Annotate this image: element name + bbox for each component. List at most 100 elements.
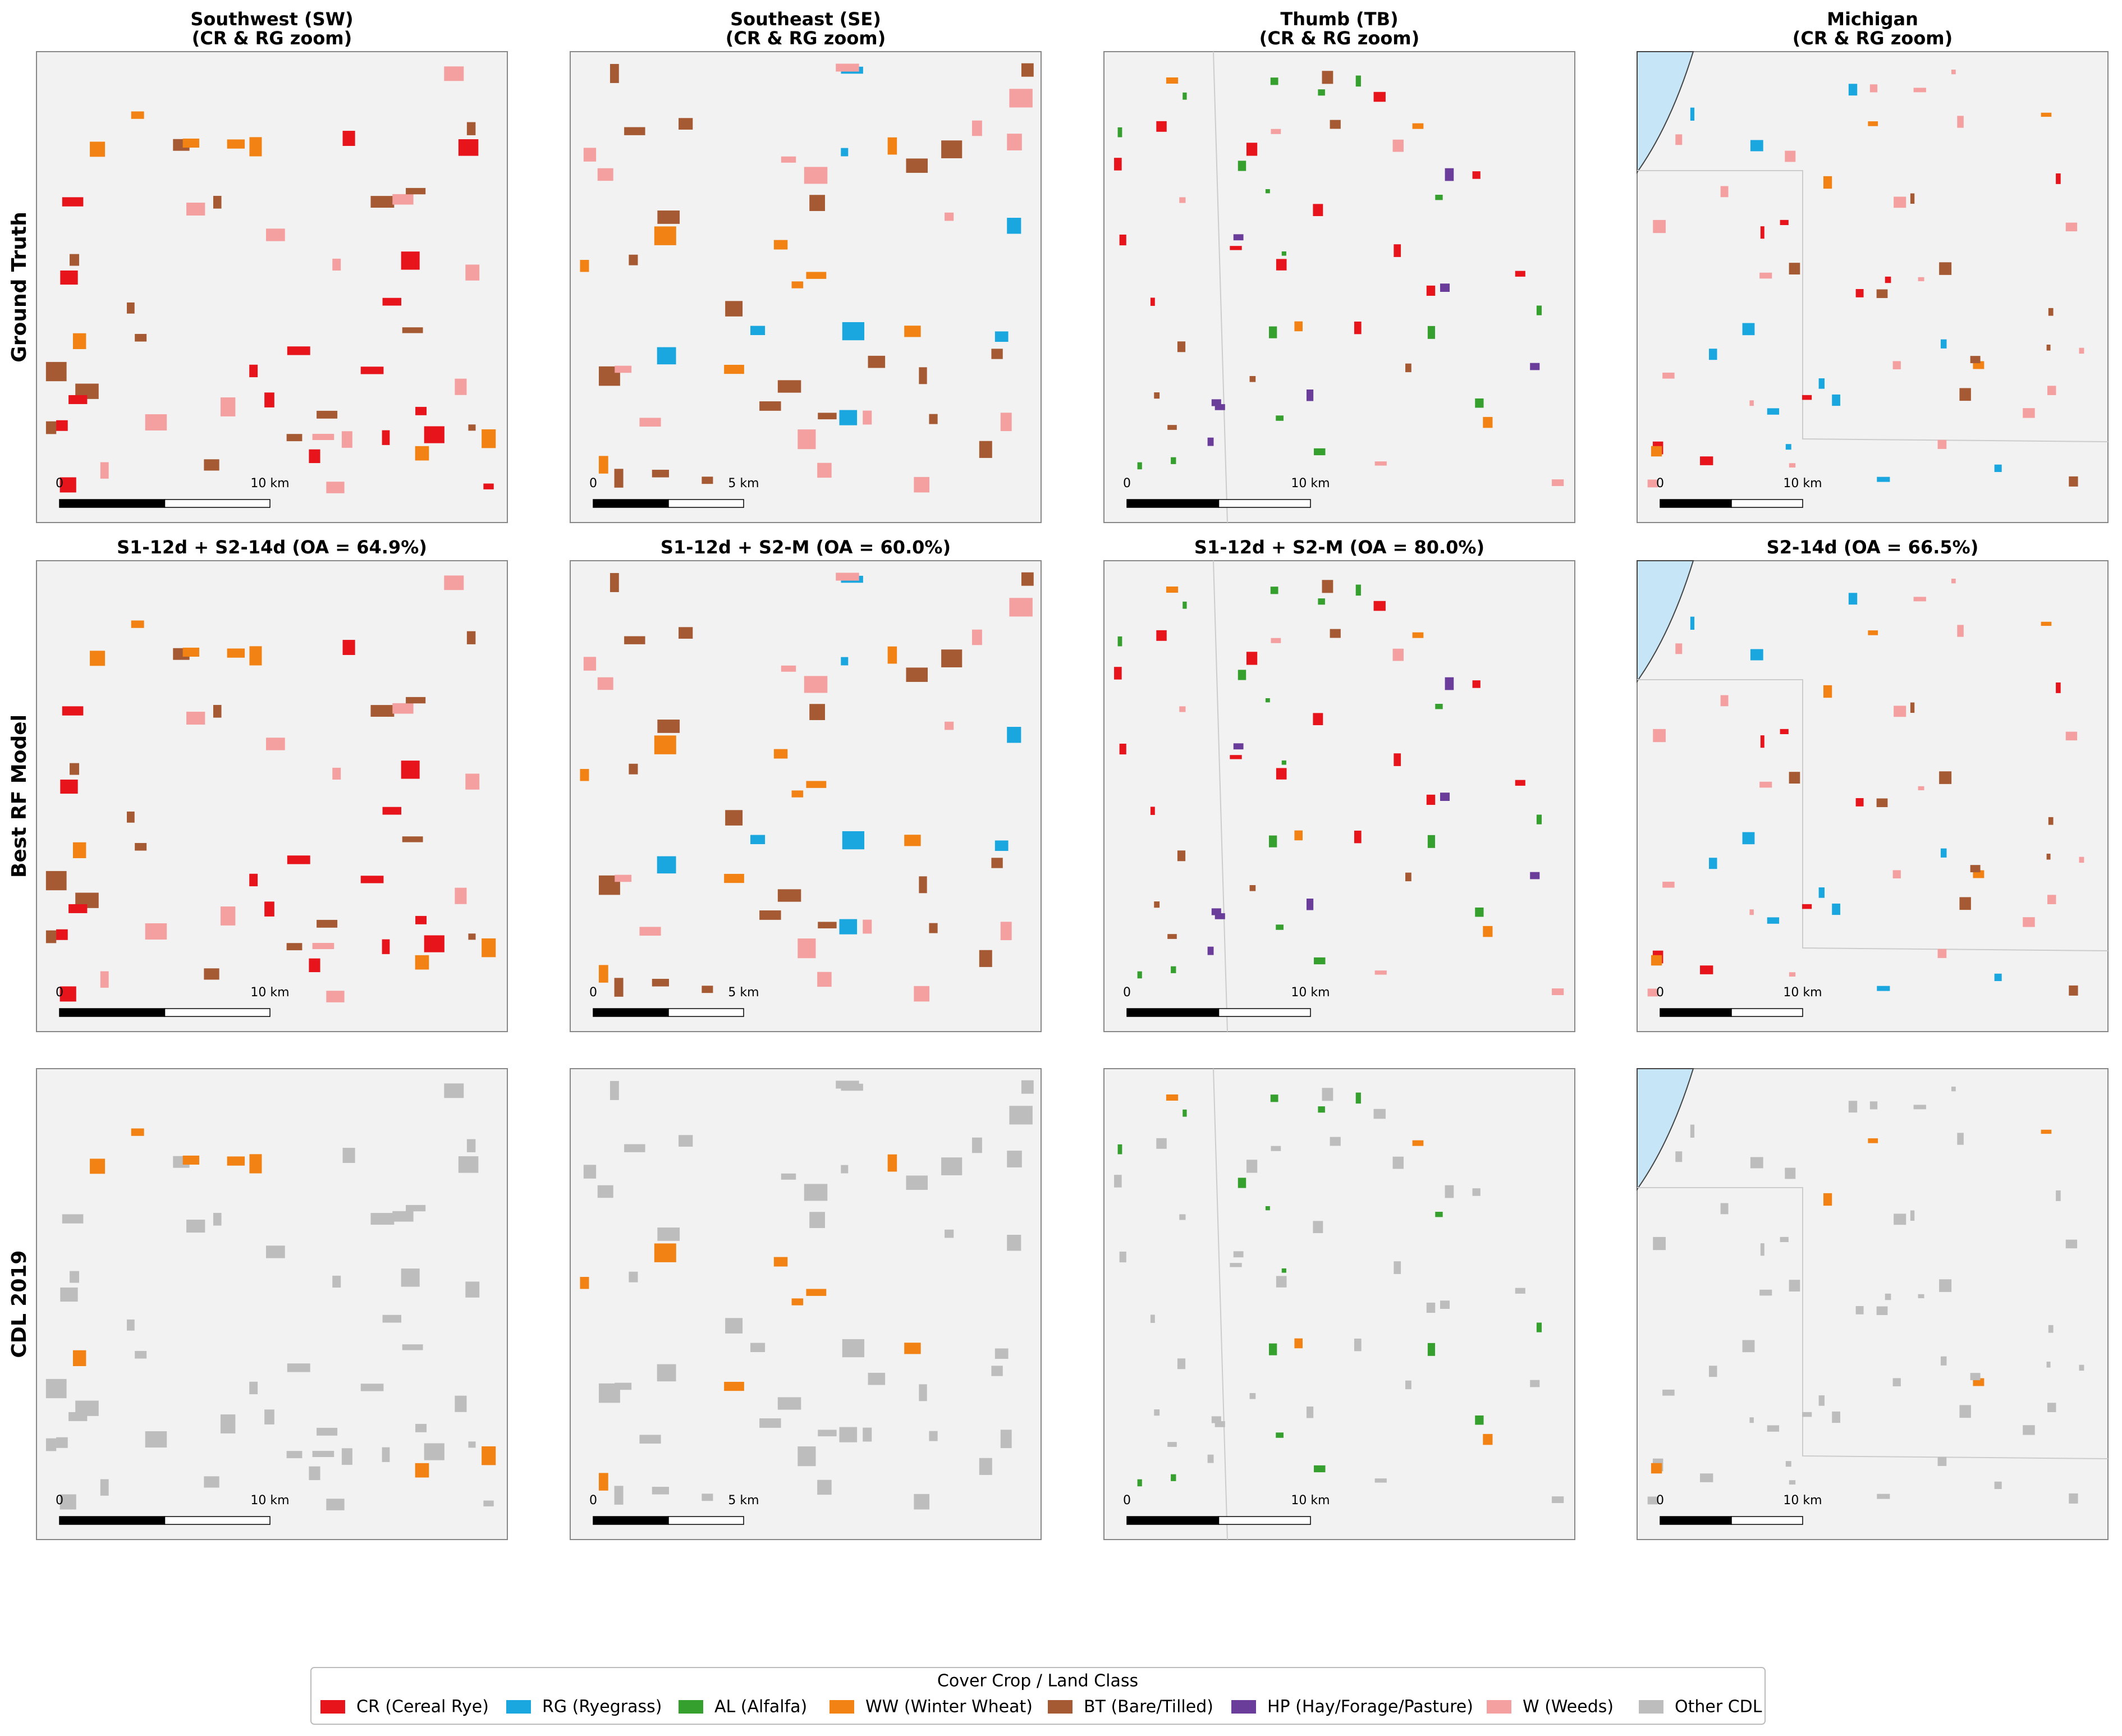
field-patch: [991, 858, 1003, 868]
field-patch: [1970, 865, 1981, 873]
field-patch: [2046, 853, 2051, 860]
field-patch: [468, 424, 476, 431]
field-patch: [906, 1175, 928, 1190]
field-patch: [1472, 680, 1481, 688]
field-patch: [370, 705, 395, 717]
field-patch: [654, 226, 676, 245]
field-patch: [402, 1344, 423, 1350]
field-patch: [1767, 408, 1780, 415]
field-patch: [614, 978, 624, 997]
field-patch: [1119, 234, 1126, 246]
field-patch: [839, 1427, 858, 1442]
scale-bar-white: [1731, 499, 1803, 508]
field-patch: [971, 1137, 982, 1153]
field-patch: [629, 1271, 638, 1282]
scale-label: 5 km: [728, 477, 759, 491]
panel-background: [1103, 51, 1575, 523]
field-patch: [1374, 461, 1387, 466]
field-patch: [1552, 479, 1564, 486]
field-patch: [904, 326, 921, 337]
field-patch: [1426, 794, 1436, 805]
field-patch: [1426, 285, 1436, 296]
field-patch: [1475, 398, 1484, 408]
field-patch: [679, 627, 693, 639]
field-patch: [1700, 1473, 1713, 1482]
scale-label: 0: [1656, 477, 1664, 491]
field-patch: [1171, 966, 1176, 973]
field-patch: [1877, 1494, 1890, 1499]
field-patch: [1166, 1094, 1179, 1101]
field-patch: [1177, 850, 1186, 862]
field-patch: [287, 346, 310, 355]
field-patch: [1405, 872, 1411, 882]
field-patch: [639, 927, 661, 936]
scale-label: 0: [589, 1494, 597, 1508]
field-patch: [804, 167, 828, 184]
field-patch: [1021, 63, 1034, 77]
field-patch: [1183, 1109, 1187, 1117]
field-patch: [45, 421, 57, 434]
field-patch: [597, 1185, 613, 1198]
field-patch: [213, 704, 222, 718]
field-patch: [424, 1443, 444, 1460]
field-patch: [781, 156, 796, 163]
legend-title: Cover Crop / Land Class: [937, 1671, 1138, 1691]
panel-background: [36, 51, 508, 523]
field-patch: [839, 410, 858, 425]
field-patch: [945, 721, 954, 730]
field-patch: [131, 1128, 144, 1136]
field-patch: [1119, 1251, 1126, 1263]
field-patch: [580, 769, 589, 781]
field-patch: [1211, 399, 1221, 406]
field-patch: [1249, 1393, 1256, 1399]
field-patch: [1802, 1412, 1812, 1417]
scale-bar-black: [1126, 1516, 1220, 1525]
column-subtitle: (CR & RG zoom): [726, 28, 886, 49]
panel-background: [570, 1068, 1042, 1540]
field-patch: [1117, 1144, 1122, 1155]
scale-label: 10 km: [250, 477, 289, 491]
field-patch: [2047, 386, 2056, 395]
field-patch: [1392, 139, 1404, 152]
field-patch: [1848, 84, 1858, 96]
field-patch: [1877, 986, 1890, 991]
field-patch: [309, 449, 320, 464]
field-patch: [1238, 161, 1246, 171]
field-patch: [135, 333, 147, 342]
field-patch: [1994, 464, 2002, 472]
map-panel: 0 10 km: [1103, 51, 1575, 523]
field-patch: [1156, 630, 1167, 641]
field-patch: [1483, 926, 1493, 937]
field-patch: [1117, 636, 1122, 647]
field-patch: [1354, 1338, 1362, 1352]
field-patch: [1313, 1221, 1323, 1234]
field-patch: [906, 158, 928, 173]
legend-label: RG (Ryegrass): [542, 1697, 662, 1717]
field-patch: [127, 811, 135, 823]
field-patch: [657, 856, 676, 874]
field-patch: [458, 1156, 479, 1173]
field-patch: [941, 140, 963, 158]
field-patch: [1114, 1175, 1122, 1188]
field-patch: [1392, 648, 1404, 661]
field-patch: [62, 1214, 84, 1224]
field-patch: [360, 876, 384, 883]
field-patch: [2041, 621, 2052, 626]
field-patch: [220, 906, 236, 926]
field-patch: [791, 281, 804, 288]
field-patch: [702, 1494, 713, 1501]
field-patch: [1322, 71, 1333, 84]
scale-bar-white: [668, 499, 744, 508]
column-subtitle: (CR & RG zoom): [192, 28, 352, 49]
field-patch: [186, 203, 205, 216]
field-patch: [1760, 735, 1764, 748]
field-patch: [415, 955, 429, 970]
field-patch: [725, 1318, 743, 1334]
field-patch: [1440, 1300, 1450, 1309]
field-patch: [1869, 84, 1878, 93]
field-patch: [483, 1500, 494, 1506]
field-patch: [312, 1450, 334, 1458]
field-patch: [56, 1437, 68, 1448]
field-patch: [286, 943, 303, 951]
field-patch: [1675, 643, 1683, 654]
